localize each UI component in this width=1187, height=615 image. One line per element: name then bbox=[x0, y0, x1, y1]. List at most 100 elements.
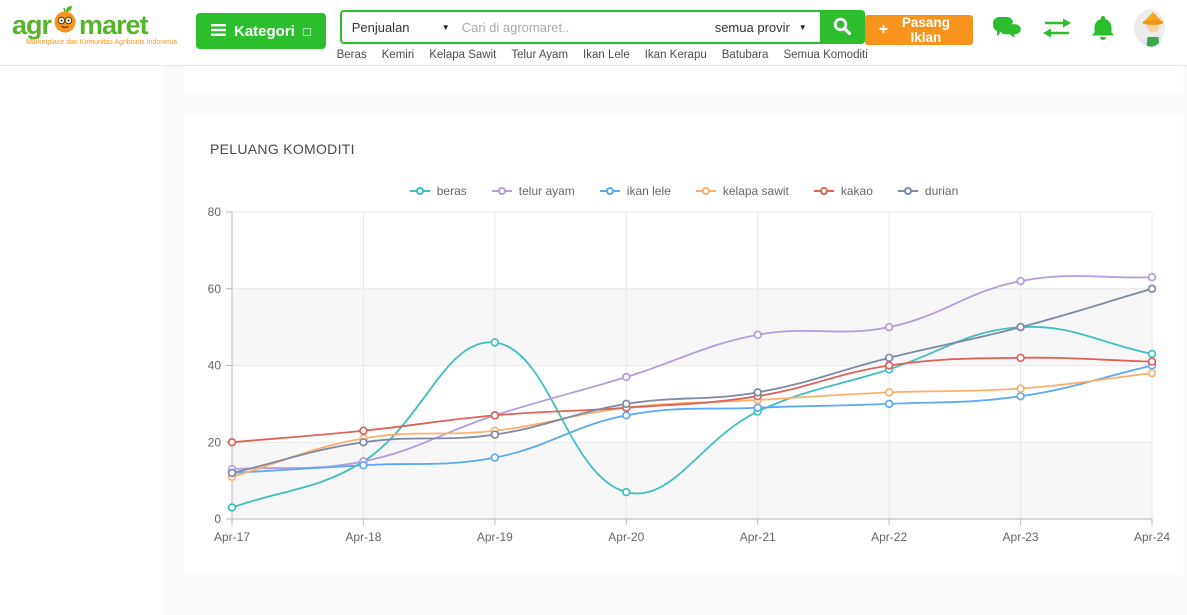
legend-marker-icon bbox=[813, 186, 835, 196]
point-durian-Apr-17[interactable] bbox=[229, 470, 236, 477]
legend-label: beras bbox=[437, 184, 467, 198]
peluang-komoditi-card: PELUANG KOMODITI beras telur ayam ikan l… bbox=[184, 115, 1183, 575]
point-beras-Apr-17[interactable] bbox=[229, 504, 236, 511]
x-axis-tick-label: Apr-21 bbox=[740, 530, 776, 544]
point-ikan-lele-Apr-18[interactable] bbox=[360, 462, 367, 469]
kategori-button[interactable]: Kategori □ bbox=[196, 13, 326, 49]
point-telur-ayam-Apr-23[interactable] bbox=[1017, 278, 1024, 285]
page-content: PELUANG KOMODITI beras telur ayam ikan l… bbox=[0, 66, 1187, 615]
legend-item-beras[interactable]: beras bbox=[409, 184, 467, 198]
nav-link-ikan-lele[interactable]: Ikan Lele bbox=[583, 49, 630, 61]
point-kelapa-sawit-Apr-24[interactable] bbox=[1149, 370, 1156, 377]
pasang-iklan-button[interactable]: + Pasang Iklan bbox=[865, 15, 973, 45]
legend-label: kakao bbox=[841, 184, 873, 198]
search-input[interactable] bbox=[460, 19, 705, 36]
nav-link-batubara[interactable]: Batubara bbox=[722, 49, 769, 61]
y-axis-tick-label: 40 bbox=[208, 359, 222, 373]
legend-marker-icon bbox=[695, 186, 717, 196]
top-header: agr maret Marketplace dan Komunitas Agri… bbox=[0, 0, 1187, 66]
search-button[interactable] bbox=[820, 10, 865, 44]
y-axis-tick-label: 60 bbox=[208, 282, 222, 296]
point-kakao-Apr-19[interactable] bbox=[491, 412, 498, 419]
point-kakao-Apr-22[interactable] bbox=[886, 362, 893, 369]
komoditi-quick-links: Beras Kemiri Kelapa Sawit Telur Ayam Ikan Le… bbox=[340, 49, 865, 61]
search-icon bbox=[832, 16, 852, 39]
point-kakao-Apr-24[interactable] bbox=[1149, 358, 1156, 365]
logo-tagline: Marketplace dan Komunitas Agribisnis Ind… bbox=[26, 39, 172, 46]
search-province-select[interactable]: semua provir ▼ bbox=[705, 12, 817, 42]
bell-icon[interactable] bbox=[1091, 15, 1115, 46]
legend-marker-icon bbox=[897, 186, 919, 196]
point-beras-Apr-24[interactable] bbox=[1149, 351, 1156, 358]
orange-fruit-icon bbox=[52, 5, 78, 38]
point-durian-Apr-21[interactable] bbox=[754, 389, 761, 396]
x-axis-tick-label: Apr-18 bbox=[345, 530, 381, 544]
x-axis-tick-label: Apr-22 bbox=[871, 530, 907, 544]
point-beras-Apr-20[interactable] bbox=[623, 489, 630, 496]
point-kakao-Apr-23[interactable] bbox=[1017, 354, 1024, 361]
line-kakao bbox=[232, 358, 1152, 443]
point-durian-Apr-20[interactable] bbox=[623, 400, 630, 407]
search-province-value: semua provir bbox=[715, 20, 790, 35]
x-axis-tick-label: Apr-19 bbox=[477, 530, 513, 544]
chevron-down-icon: ▼ bbox=[799, 23, 807, 32]
point-telur-ayam-Apr-22[interactable] bbox=[886, 324, 893, 331]
search-bar: Penjualan ▼ semua provir ▼ bbox=[340, 10, 865, 44]
section-title: PELUANG KOMODITI bbox=[210, 141, 1183, 157]
kategori-caret-glyph: □ bbox=[303, 24, 311, 39]
point-kelapa-sawit-Apr-23[interactable] bbox=[1017, 385, 1024, 392]
point-ikan-lele-Apr-20[interactable] bbox=[623, 412, 630, 419]
point-durian-Apr-19[interactable] bbox=[491, 431, 498, 438]
legend-item-ikan-lele[interactable]: ikan lele bbox=[599, 184, 671, 198]
chat-icon[interactable] bbox=[992, 15, 1023, 46]
x-axis-tick-label: Apr-20 bbox=[608, 530, 644, 544]
exchange-arrows-icon[interactable] bbox=[1042, 17, 1072, 44]
pasang-iklan-label: Pasang Iklan bbox=[893, 15, 959, 45]
y-axis-tick-label: 0 bbox=[214, 512, 221, 526]
point-ikan-lele-Apr-23[interactable] bbox=[1017, 393, 1024, 400]
legend-label: telur ayam bbox=[519, 184, 575, 198]
point-telur-ayam-Apr-20[interactable] bbox=[623, 374, 630, 381]
nav-link-semua-komoditi[interactable]: Semua Komoditi bbox=[783, 49, 867, 61]
point-telur-ayam-Apr-21[interactable] bbox=[754, 331, 761, 338]
user-avatar[interactable] bbox=[1134, 9, 1165, 47]
legend-marker-icon bbox=[491, 186, 513, 196]
nav-link-telur-ayam[interactable]: Telur Ayam bbox=[511, 49, 568, 61]
point-beras-Apr-19[interactable] bbox=[491, 339, 498, 346]
point-durian-Apr-23[interactable] bbox=[1017, 324, 1024, 331]
legend-label: ikan lele bbox=[627, 184, 671, 198]
point-durian-Apr-24[interactable] bbox=[1149, 285, 1156, 292]
legend-item-kelapa-sawit[interactable]: kelapa sawit bbox=[695, 184, 789, 198]
agromaret-logo[interactable]: agr maret Marketplace dan Komunitas Agri… bbox=[12, 8, 172, 46]
legend-label: durian bbox=[925, 184, 958, 198]
x-axis-tick-label: Apr-17 bbox=[214, 530, 250, 544]
left-panel bbox=[0, 66, 163, 615]
point-ikan-lele-Apr-19[interactable] bbox=[491, 454, 498, 461]
logo-text-suffix: maret bbox=[79, 10, 148, 40]
nav-link-beras[interactable]: Beras bbox=[337, 49, 367, 61]
logo-text-prefix: agr bbox=[12, 10, 51, 40]
legend-item-telur-ayam[interactable]: telur ayam bbox=[491, 184, 575, 198]
point-ikan-lele-Apr-21[interactable] bbox=[754, 404, 761, 411]
point-kakao-Apr-18[interactable] bbox=[360, 427, 367, 434]
legend-item-kakao[interactable]: kakao bbox=[813, 184, 873, 198]
legend-item-durian[interactable]: durian bbox=[897, 184, 958, 198]
legend-label: kelapa sawit bbox=[723, 184, 789, 198]
point-durian-Apr-18[interactable] bbox=[360, 439, 367, 446]
upper-card-bottom-strip bbox=[184, 66, 1183, 93]
legend-marker-icon bbox=[409, 186, 431, 196]
nav-link-kemiri[interactable]: Kemiri bbox=[382, 49, 415, 61]
nav-link-kelapa-sawit[interactable]: Kelapa Sawit bbox=[429, 49, 496, 61]
point-kelapa-sawit-Apr-22[interactable] bbox=[886, 389, 893, 396]
chevron-down-icon: ▼ bbox=[442, 23, 450, 32]
search-category-select[interactable]: Penjualan ▼ bbox=[342, 12, 460, 42]
plus-icon: + bbox=[879, 21, 888, 39]
plot-band bbox=[232, 442, 1152, 519]
nav-link-ikan-kerapu[interactable]: Ikan Kerapu bbox=[645, 49, 707, 61]
hamburger-icon bbox=[211, 23, 226, 40]
point-kakao-Apr-17[interactable] bbox=[229, 439, 236, 446]
search-category-value: Penjualan bbox=[352, 20, 410, 35]
point-durian-Apr-22[interactable] bbox=[886, 354, 893, 361]
point-ikan-lele-Apr-22[interactable] bbox=[886, 400, 893, 407]
point-telur-ayam-Apr-24[interactable] bbox=[1149, 274, 1156, 281]
